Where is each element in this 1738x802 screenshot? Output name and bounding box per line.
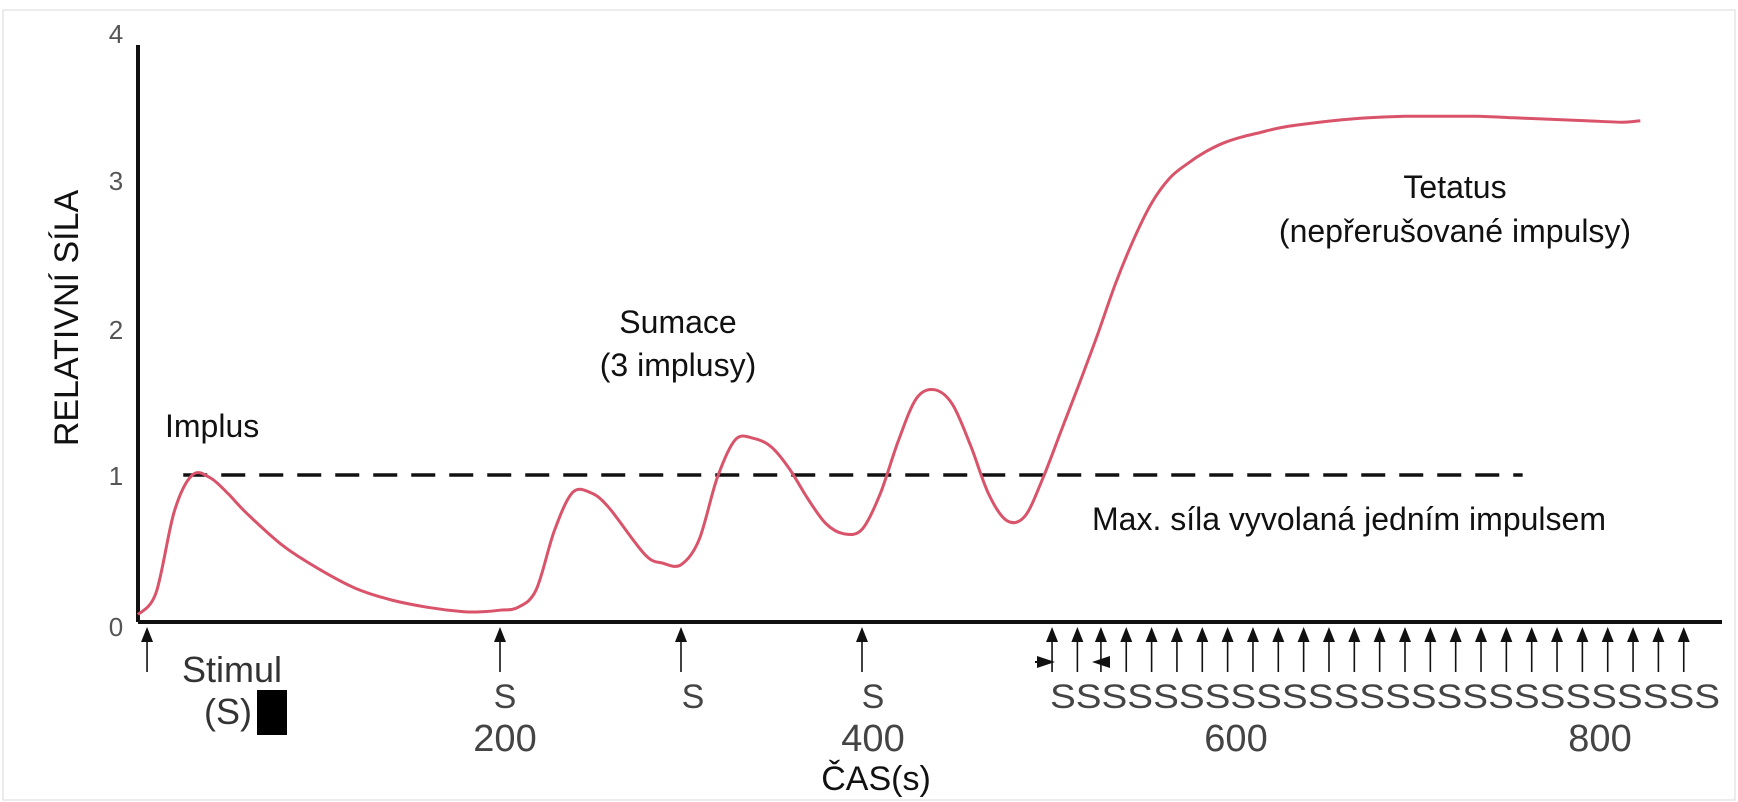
stimulus-arrow-tetanus-3-icon [1120,627,1133,642]
stimul-s-label: (S) [204,691,252,732]
y-tick-label-4: 4 [109,19,123,49]
stimulus-arrow-tetanus-0-icon [1046,627,1059,642]
stimulus-arrows [141,627,1690,672]
annotation-sumace-title: Sumace [619,304,736,340]
force-curve [136,114,1641,616]
x-tick-label-600: 600 [1204,718,1267,760]
stimulus-arrow-tetanus-15-icon [1424,627,1437,642]
stimulus-arrow-tetanus-16-icon [1449,627,1462,642]
y-tick-label-2: 2 [109,315,123,345]
stimulus-arrow-tetanus-23-icon [1627,627,1640,642]
stimulus-arrow-tetanus-17-icon [1475,627,1488,642]
interval-arrow-right-icon [1037,656,1055,668]
stimulus-arrow-tetanus-7-icon [1221,627,1234,642]
stimulus-arrow-tetanus-22-icon [1601,627,1614,642]
chart-frame [2,9,1736,801]
x-tick-label-800: 800 [1568,718,1631,760]
stimulus-arrow-tetanus-21-icon [1576,627,1589,642]
s-label-tetanus: SSSSSSSSSSSSSSSSSSSSSSSSSS [1050,678,1720,716]
stimulus-arrow-tetanus-5-icon [1170,627,1183,642]
stimulus-arrow-tetanus-9-icon [1272,627,1285,642]
stimulus-arrow-tetanus-8-icon [1246,627,1259,642]
stimulus-arrow-single-1-icon [494,627,506,642]
stimulus-arrow-single-2-icon [675,627,687,642]
x-tick-label-400: 400 [841,718,904,760]
stimulus-arrow-tetanus-4-icon [1145,627,1158,642]
stimulus-arrow-tetanus-18-icon [1500,627,1513,642]
annotation-threshold: Max. síla vyvolaná jedním impulsem [1092,501,1606,537]
stimulus-arrow-tetanus-24-icon [1652,627,1665,642]
stimulus-arrow-tetanus-25-icon [1677,627,1690,642]
s-label-200: S [494,678,517,716]
y-tick-label-3: 3 [109,166,123,196]
annotation-sumace-subtitle: (3 implusy) [600,347,756,383]
stimulus-arrow-tetanus-13-icon [1373,627,1386,642]
stimulus-arrow-tetanus-1-icon [1071,627,1084,642]
y-tick-label-1: 1 [109,461,123,491]
stimulus-arrow-tetanus-2-icon [1094,627,1107,642]
y-tick-label-0: 0 [109,612,123,642]
stimulus-arrow-tetanus-11-icon [1322,627,1335,642]
stimulus-arrow-tetanus-6-icon [1196,627,1209,642]
stimulus-marker-icon [257,690,287,735]
annotation-tetanus-title: Tetatus [1403,169,1506,205]
x-axis-title: ČAS(s) [821,760,931,798]
stimulus-arrow-single-0-icon [141,627,154,642]
stimulus-arrow-single-3-icon [856,627,868,642]
annotation-impuls: Implus [165,408,259,444]
annotation-tetanus-subtitle: (nepřerušované impulsy) [1279,213,1631,249]
stimulus-arrow-tetanus-10-icon [1297,627,1310,642]
s-label-400: S [862,678,885,716]
stimulus-arrow-tetanus-14-icon [1399,627,1411,642]
interval-arrow-left-icon [1092,656,1110,668]
stimulus-arrow-tetanus-20-icon [1551,627,1564,642]
stimul-label: Stimul [182,649,282,690]
s-label-300: S [682,678,705,716]
x-tick-label-200: 200 [473,718,536,760]
y-axis-title: RELATIVNÍ SÍLA [48,190,86,447]
stimulus-arrow-tetanus-19-icon [1525,627,1538,642]
stimulus-arrow-tetanus-12-icon [1348,627,1361,642]
